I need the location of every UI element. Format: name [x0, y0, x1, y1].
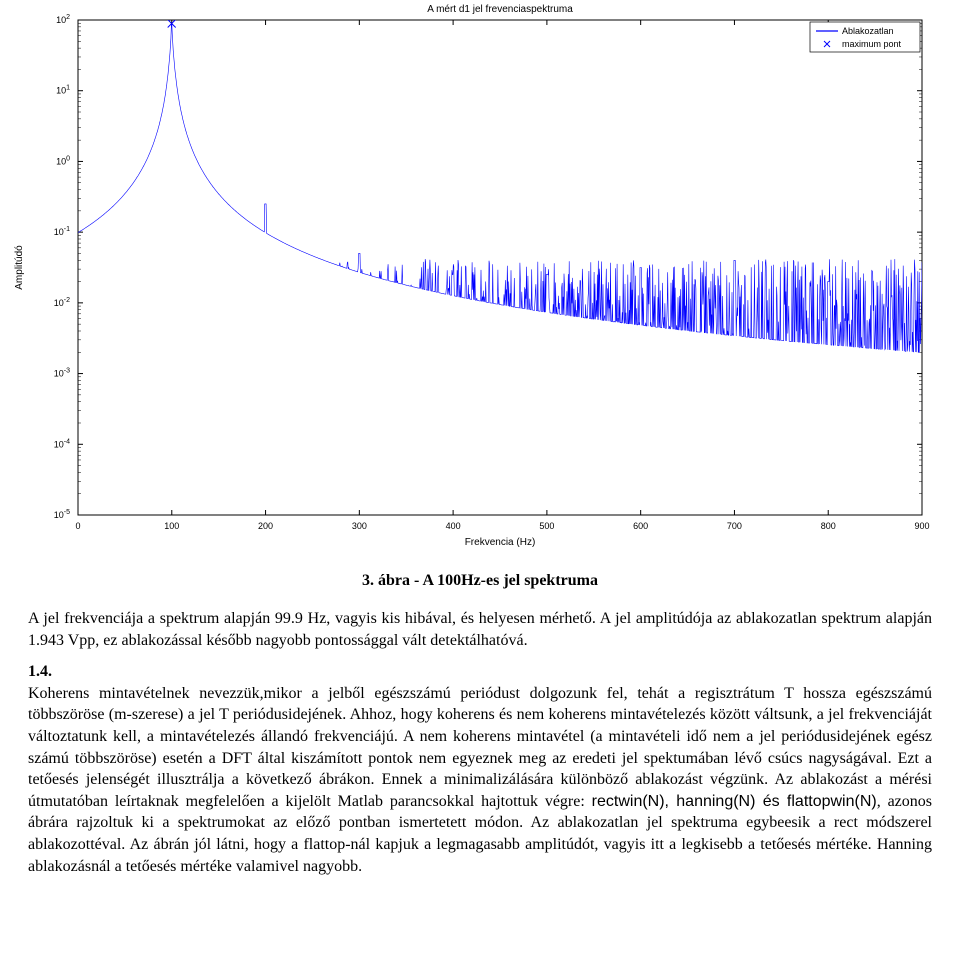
svg-text:100: 100 — [164, 521, 179, 531]
svg-text:300: 300 — [352, 521, 367, 531]
svg-text:600: 600 — [633, 521, 648, 531]
paragraph-2a: Koherens mintavételnek nevezzük,mikor a … — [28, 685, 932, 810]
section-number: 1.4. — [28, 663, 52, 680]
svg-text:800: 800 — [821, 521, 836, 531]
svg-text:500: 500 — [539, 521, 554, 531]
svg-text:Frekvencia (Hz): Frekvencia (Hz) — [465, 537, 536, 548]
svg-text:Ablakozatlan: Ablakozatlan — [842, 26, 894, 36]
spectrum-chart-container: A mért d1 jel frevenciaspektruma 0 100 200 3… — [0, 0, 960, 560]
body-text: A jel frekvenciája a spektrum alapján 99… — [0, 608, 960, 907]
svg-text:10-3: 10-3 — [54, 368, 70, 379]
svg-text:0: 0 — [75, 521, 80, 531]
svg-text:A mért d1 jel frevenciaspektru: A mért d1 jel frevenciaspektruma — [427, 4, 573, 15]
paragraph-1: A jel frekvenciája a spektrum alapján 99… — [28, 608, 932, 651]
svg-text:100: 100 — [56, 155, 70, 166]
svg-text:700: 700 — [727, 521, 742, 531]
svg-text:400: 400 — [446, 521, 461, 531]
matlab-code: rectwin(N), hanning(N) és flattopwin(N) — [592, 793, 877, 810]
svg-text:10-1: 10-1 — [54, 226, 70, 237]
svg-text:200: 200 — [258, 521, 273, 531]
svg-text:maximum pont: maximum pont — [842, 39, 902, 49]
svg-text:900: 900 — [914, 521, 929, 531]
svg-text:10-4: 10-4 — [54, 438, 70, 449]
svg-text:Amplitúdó: Amplitúdó — [14, 245, 25, 290]
svg-text:10-2: 10-2 — [54, 297, 70, 308]
spectrum-chart: A mért d1 jel frevenciaspektruma 0 100 200 3… — [0, 0, 960, 560]
figure-caption: 3. ábra - A 100Hz-es jel spektruma — [0, 572, 960, 590]
svg-text:10-5: 10-5 — [54, 509, 70, 520]
svg-text:101: 101 — [56, 85, 70, 96]
paragraph-2: 1.4. Koherens mintavételnek nevezzük,mik… — [28, 661, 932, 877]
svg-text:102: 102 — [56, 14, 70, 25]
